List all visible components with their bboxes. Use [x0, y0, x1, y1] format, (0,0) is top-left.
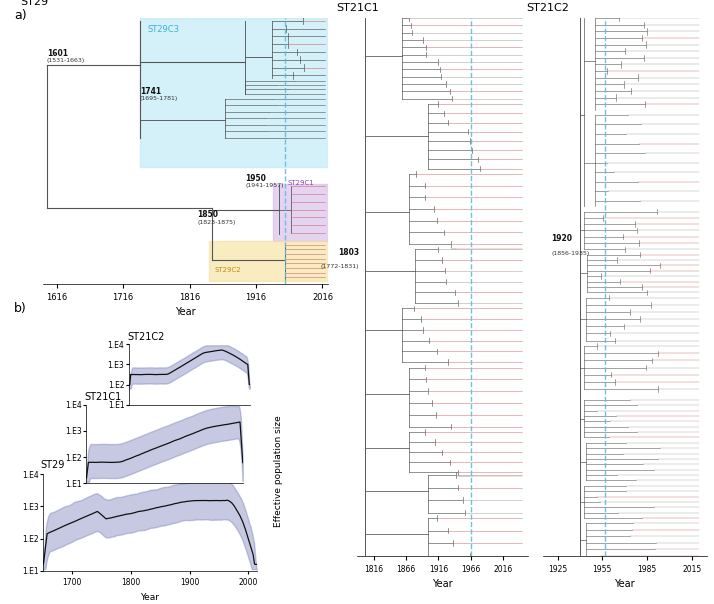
- Text: ST29C2: ST29C2: [215, 267, 241, 273]
- Text: (1772-1831): (1772-1831): [321, 264, 359, 269]
- Text: ST29C1: ST29C1: [287, 180, 314, 186]
- X-axis label: Year: Year: [433, 579, 453, 590]
- Text: 1601: 1601: [47, 49, 68, 58]
- Text: (1823-1875): (1823-1875): [198, 220, 236, 225]
- X-axis label: Year: Year: [176, 307, 196, 318]
- Text: a): a): [14, 9, 27, 22]
- Bar: [209, 241, 328, 281]
- Text: 1920: 1920: [552, 234, 573, 243]
- Text: 1803: 1803: [338, 248, 359, 257]
- X-axis label: Year: Year: [141, 593, 159, 602]
- Text: (1531-1663): (1531-1663): [47, 59, 85, 63]
- Text: ST21C2: ST21C2: [526, 3, 569, 13]
- Text: ST29: ST29: [41, 460, 65, 471]
- Text: 1850: 1850: [198, 210, 218, 219]
- X-axis label: Year: Year: [615, 579, 635, 590]
- Text: (1941-1957): (1941-1957): [246, 184, 284, 188]
- Text: ST29C3: ST29C3: [147, 25, 179, 34]
- Text: b): b): [14, 302, 27, 315]
- Text: ST21C1: ST21C1: [84, 391, 121, 402]
- Text: ST21C1: ST21C1: [336, 3, 379, 13]
- Text: (1695-1781): (1695-1781): [140, 96, 178, 101]
- Bar: [273, 184, 328, 241]
- Text: (1856-1935): (1856-1935): [552, 251, 590, 255]
- Text: Effective population size: Effective population size: [274, 415, 283, 527]
- Text: ST21C2: ST21C2: [127, 332, 165, 342]
- Text: 1741: 1741: [140, 87, 161, 95]
- Text: 1950: 1950: [246, 174, 266, 183]
- Bar: [140, 18, 328, 167]
- Text: ST29: ST29: [20, 0, 48, 7]
